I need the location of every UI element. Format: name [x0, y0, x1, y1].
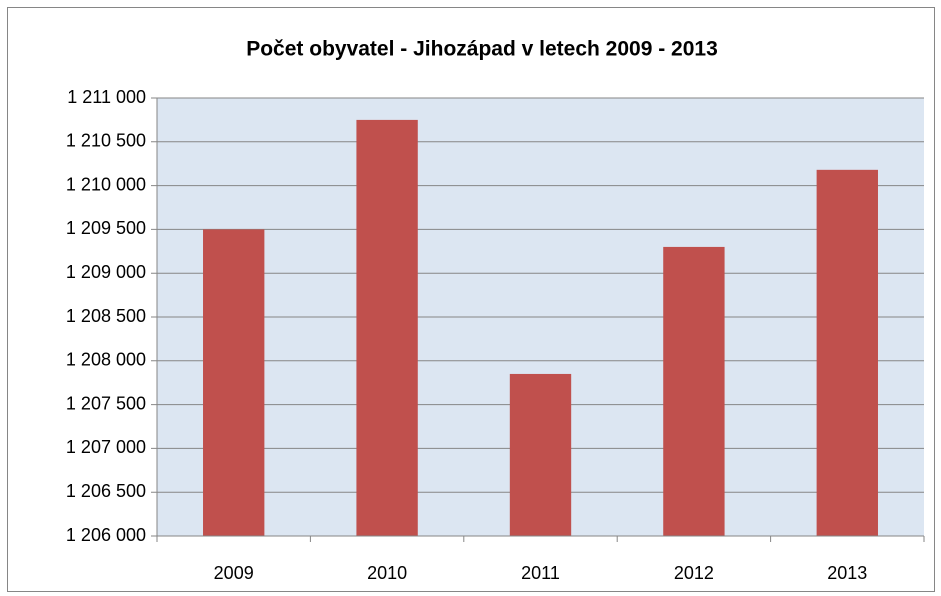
bar [509, 373, 572, 536]
chart-title: Počet obyvatel - Jihozápad v letech 2009… [246, 38, 718, 61]
x-tick-label: 2012 [674, 563, 714, 583]
y-tick-label: 1 208 000 [66, 350, 146, 370]
bar [203, 229, 265, 536]
y-tick-label: 1 207 000 [66, 437, 146, 457]
bar [663, 246, 725, 537]
y-tick-label: 1 207 500 [66, 393, 146, 413]
y-tick-label: 1 211 000 [67, 87, 146, 107]
y-tick-label: 1 210 500 [66, 131, 146, 151]
y-tick-label: 1 209 000 [66, 262, 146, 282]
x-tick-label: 2013 [827, 563, 867, 583]
y-tick-label: 1 206 000 [66, 525, 146, 545]
y-tick-label: 1 208 500 [66, 306, 146, 326]
x-tick-label: 2011 [521, 563, 560, 583]
y-tick-label: 1 209 500 [66, 218, 146, 238]
y-tick-label: 1 210 000 [66, 174, 146, 194]
x-tick-label: 2009 [214, 563, 254, 583]
x-tick-label: 2010 [367, 563, 407, 583]
bar [356, 119, 418, 537]
bar [816, 169, 878, 536]
y-tick-label: 1 206 500 [66, 481, 146, 501]
